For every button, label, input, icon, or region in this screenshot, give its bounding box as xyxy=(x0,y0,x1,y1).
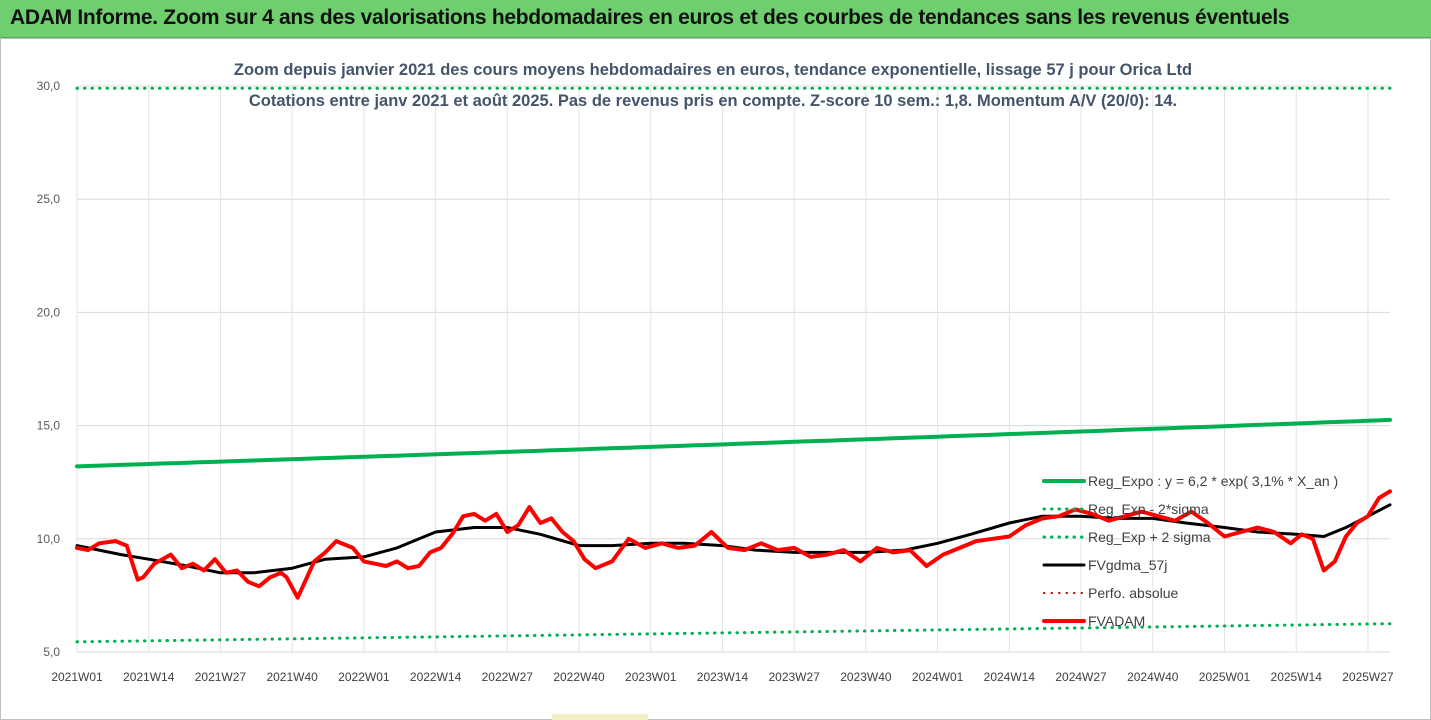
x-tick-label: 2025W27 xyxy=(1342,670,1394,684)
y-tick-label: 5,0 xyxy=(43,645,60,659)
x-tick-label: 2023W40 xyxy=(840,670,892,684)
x-tick-label: 2025W14 xyxy=(1271,670,1323,684)
plot-area xyxy=(75,86,1392,644)
legend-label: Reg_Expo : y = 6,2 * exp( 3,1% * X_an ) xyxy=(1088,473,1338,489)
legend-label: Reg_Exp + 2 sigma xyxy=(1088,529,1211,545)
x-tick-label: 2024W40 xyxy=(1127,670,1179,684)
y-tick-label: 15,0 xyxy=(37,419,61,433)
x-tick-label: 2021W01 xyxy=(51,670,103,684)
x-tick-label: 2022W40 xyxy=(553,670,605,684)
legend-label: Reg_Exp - 2*sigma xyxy=(1088,501,1209,517)
x-tick-label: 2024W14 xyxy=(984,670,1036,684)
y-tick-label: 25,0 xyxy=(37,192,61,206)
y-tick-label: 20,0 xyxy=(37,305,61,319)
chart-subtitle: Cotations entre janv 2021 et août 2025. … xyxy=(249,92,1177,110)
legend-label: Perfo. absolue xyxy=(1088,585,1178,601)
y-tick-label: 30,0 xyxy=(37,79,61,93)
x-tick-label: 2024W01 xyxy=(912,670,964,684)
legend-label: FVADAM xyxy=(1088,613,1145,629)
x-axis: 2021W01 2021W14 2021W27 2021W40 2022W01 2022W… xyxy=(51,670,1394,684)
x-tick-label: 2022W01 xyxy=(338,670,390,684)
x-tick-label: 2021W40 xyxy=(266,670,318,684)
legend-label: FVgdma_57j xyxy=(1088,557,1167,573)
y-axis: 5,0 10,0 15,0 20,0 25,0 30,0 xyxy=(37,79,61,659)
x-tick-label: 2022W14 xyxy=(410,670,462,684)
series-line xyxy=(75,622,1392,644)
x-tick-label: 2023W01 xyxy=(625,670,677,684)
chart-titles: Zoom depuis janvier 2021 des cours moyen… xyxy=(234,61,1192,110)
x-tick-label: 2025W01 xyxy=(1199,670,1251,684)
report-title: ADAM Informe. Zoom sur 4 ans des valoris… xyxy=(10,6,1290,29)
chart-legend: Reg_Expo : y = 6,2 * exp( 3,1% * X_an ) R… xyxy=(1042,473,1338,629)
x-tick-label: 2022W27 xyxy=(482,670,534,684)
series-line xyxy=(75,417,1392,469)
chart-grid xyxy=(76,85,1390,653)
x-tick-label: 2021W27 xyxy=(195,670,247,684)
x-tick-label: 2024W27 xyxy=(1055,670,1107,684)
chart-title: Zoom depuis janvier 2021 des cours moyen… xyxy=(234,61,1192,79)
x-tick-label: 2021W14 xyxy=(123,670,175,684)
x-tick-label: 2023W14 xyxy=(697,670,749,684)
y-tick-label: 10,0 xyxy=(37,532,61,546)
report-banner: ADAM Informe. Zoom sur 4 ans des valoris… xyxy=(0,0,1431,38)
series-line xyxy=(75,489,1392,600)
footer-mark xyxy=(552,714,648,720)
x-tick-label: 2023W27 xyxy=(768,670,820,684)
